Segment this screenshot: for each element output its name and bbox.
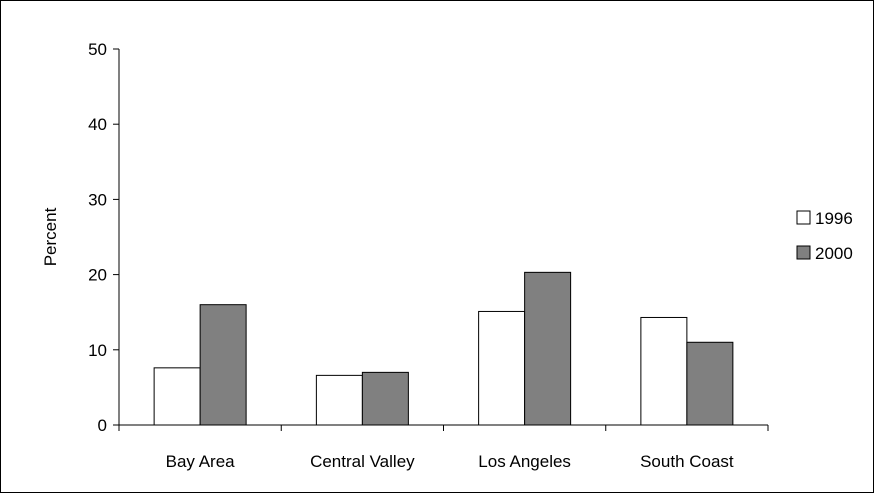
bars-layer [153,271,734,426]
y-axis-label: Percent [41,207,60,266]
y-tick-label: 50 [88,40,107,59]
x-category-label: Central Valley [310,452,415,471]
x-category-label: South Coast [640,452,734,471]
x-category-label: Los Angeles [478,452,571,471]
ticks-layer: 0 10 20 30 40 50 [88,40,769,435]
bar-1996-bay-area [153,367,201,426]
bar-2000-los-angeles [524,271,572,426]
legend-swatch-1996 [796,210,811,225]
bar-2000-south-coast [686,341,734,426]
y-tick-label: 40 [88,115,107,134]
y-tick-label: 30 [88,190,107,209]
bar-2000-bay-area [199,304,247,426]
legend: 1996 2000 [796,209,853,263]
y-tick-label: 10 [88,341,107,360]
legend-swatch-2000 [796,245,811,260]
legend-label-1996: 1996 [815,209,853,228]
y-tick-label: 20 [88,266,107,285]
x-category-label: Bay Area [166,452,236,471]
legend-label-2000: 2000 [815,244,853,263]
y-tick-label: 0 [98,416,107,435]
category-labels: Bay Area Central Valley Los Angeles South C… [166,452,734,471]
bar-1996-central-valley [315,374,363,426]
bar-1996-south-coast [640,316,688,426]
bar-1996-los-angeles [478,310,526,426]
bar-2000-central-valley [361,371,409,426]
